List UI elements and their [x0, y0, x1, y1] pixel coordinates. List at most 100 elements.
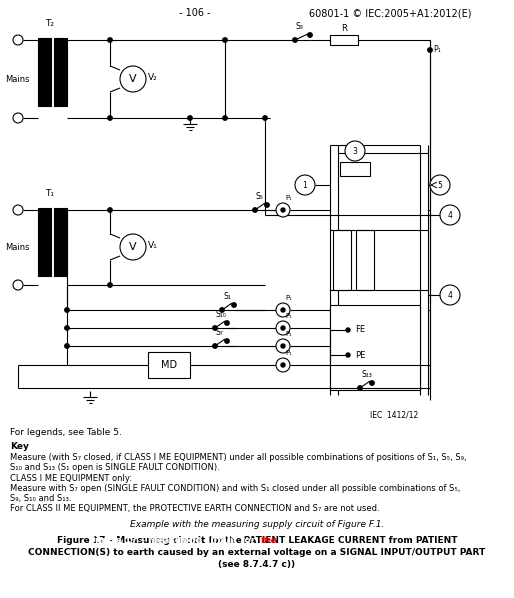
- Circle shape: [213, 326, 217, 330]
- Text: Measure with S₇ open (SINGLE FAULT CONDITION) and with S₁ closed under all possi: Measure with S₇ open (SINGLE FAULT CONDI…: [10, 484, 461, 493]
- Text: 4: 4: [448, 210, 452, 219]
- Circle shape: [281, 208, 285, 212]
- Circle shape: [440, 205, 460, 225]
- Bar: [38, 208, 51, 276]
- Text: V: V: [129, 242, 137, 252]
- Text: T₁: T₁: [46, 189, 54, 198]
- Text: S₁: S₁: [223, 292, 231, 301]
- Bar: [333, 230, 351, 290]
- Circle shape: [13, 205, 23, 215]
- Text: CLASS I ME EQUIPMENT only:: CLASS I ME EQUIPMENT only:: [10, 474, 132, 483]
- Text: T₂: T₂: [46, 19, 54, 28]
- Bar: [330, 305, 420, 390]
- Text: 60801-1 © IEC:2005+A1:2012(E): 60801-1 © IEC:2005+A1:2012(E): [309, 8, 471, 18]
- Text: IEC  1412/12: IEC 1412/12: [370, 410, 418, 419]
- Circle shape: [220, 308, 224, 312]
- Circle shape: [65, 326, 69, 330]
- Text: P₁: P₁: [285, 350, 292, 356]
- Bar: [356, 230, 374, 290]
- Text: the: the: [261, 536, 278, 545]
- Text: (see 8.7.4.7 c)): (see 8.7.4.7 c)): [218, 560, 296, 569]
- Circle shape: [188, 116, 192, 120]
- Circle shape: [293, 38, 297, 42]
- Text: For legends, see Table 5.: For legends, see Table 5.: [10, 428, 122, 437]
- Text: S₅: S₅: [256, 192, 264, 201]
- Circle shape: [276, 339, 290, 353]
- Circle shape: [263, 116, 267, 120]
- Circle shape: [120, 234, 146, 260]
- Circle shape: [108, 38, 112, 42]
- Circle shape: [253, 208, 257, 212]
- Text: S₁₀: S₁₀: [216, 310, 227, 319]
- Text: S₉: S₉: [296, 22, 304, 31]
- Circle shape: [108, 116, 112, 120]
- Text: S₉, S₁₀ and S₁₃.: S₉, S₁₀ and S₁₃.: [10, 494, 71, 503]
- Text: P₁: P₁: [285, 295, 292, 301]
- Bar: [340, 162, 370, 176]
- Text: V₁: V₁: [148, 240, 158, 249]
- Text: Figure 17 – Measuring circuit for: Figure 17 – Measuring circuit for: [89, 536, 257, 545]
- Circle shape: [430, 175, 450, 195]
- Circle shape: [345, 141, 365, 161]
- Text: Key: Key: [10, 442, 29, 451]
- Circle shape: [276, 303, 290, 317]
- Text: PE: PE: [355, 350, 365, 359]
- Text: Measure (with S₇ closed, if CLASS I ME EQUIPMENT) under all possible combination: Measure (with S₇ closed, if CLASS I ME E…: [10, 453, 467, 462]
- Circle shape: [13, 113, 23, 123]
- Circle shape: [276, 321, 290, 335]
- Text: V₂: V₂: [148, 72, 158, 81]
- Text: MD: MD: [161, 360, 177, 370]
- Circle shape: [295, 175, 315, 195]
- Text: Example with the measuring supply circuit of Figure F.1.: Example with the measuring supply circui…: [130, 520, 384, 529]
- Circle shape: [213, 344, 217, 348]
- Bar: [54, 38, 67, 106]
- Circle shape: [358, 386, 362, 390]
- Circle shape: [428, 48, 432, 52]
- Text: - 106 -: - 106 -: [179, 8, 211, 18]
- Circle shape: [225, 339, 229, 343]
- Bar: [54, 208, 67, 276]
- Text: 1: 1: [303, 181, 307, 190]
- Circle shape: [108, 208, 112, 212]
- Circle shape: [223, 116, 227, 120]
- Text: 4: 4: [448, 291, 452, 300]
- Circle shape: [281, 308, 285, 312]
- Text: S₇: S₇: [216, 328, 224, 337]
- Text: V: V: [129, 74, 137, 84]
- Circle shape: [308, 33, 312, 37]
- Text: S₁₃: S₁₃: [361, 370, 372, 379]
- Text: FE: FE: [355, 325, 365, 334]
- Circle shape: [346, 353, 350, 357]
- Circle shape: [281, 326, 285, 330]
- Text: 5: 5: [437, 181, 443, 190]
- Bar: [38, 38, 51, 106]
- Bar: [330, 35, 358, 45]
- Text: Mains: Mains: [5, 243, 29, 252]
- Circle shape: [346, 328, 350, 332]
- Text: For CLASS II ME EQUIPMENT, the PROTECTIVE EARTH CONNECTION and S₇ are not used.: For CLASS II ME EQUIPMENT, the PROTECTIV…: [10, 504, 380, 513]
- Circle shape: [108, 283, 112, 287]
- Text: Figure 17 – Measuring circuit for the PATIENT LEAKAGE CURRENT from PATIENT: Figure 17 – Measuring circuit for the PA…: [57, 536, 457, 545]
- Circle shape: [276, 358, 290, 372]
- Text: P₁: P₁: [285, 331, 292, 337]
- Text: R: R: [341, 24, 347, 33]
- Circle shape: [276, 203, 290, 217]
- Text: Mains: Mains: [5, 75, 29, 84]
- Circle shape: [120, 66, 146, 92]
- Text: S₁₀ and S₁₃ (S₁ open is SINGLE FAULT CONDITION).: S₁₀ and S₁₃ (S₁ open is SINGLE FAULT CON…: [10, 463, 220, 472]
- Circle shape: [13, 280, 23, 290]
- Text: P₁: P₁: [285, 313, 292, 319]
- Circle shape: [232, 303, 236, 307]
- Text: CONNECTION(S) to earth caused by an external voltage on a SIGNAL INPUT/OUTPUT PA: CONNECTION(S) to earth caused by an exte…: [28, 548, 486, 557]
- Circle shape: [223, 38, 227, 42]
- Text: P₁: P₁: [285, 195, 292, 201]
- Circle shape: [440, 285, 460, 305]
- Circle shape: [225, 321, 229, 325]
- Circle shape: [281, 344, 285, 348]
- Circle shape: [13, 35, 23, 45]
- Text: 3: 3: [353, 147, 357, 155]
- Circle shape: [281, 363, 285, 367]
- Bar: [148, 352, 190, 378]
- Circle shape: [65, 344, 69, 348]
- Text: P₁: P₁: [433, 45, 440, 54]
